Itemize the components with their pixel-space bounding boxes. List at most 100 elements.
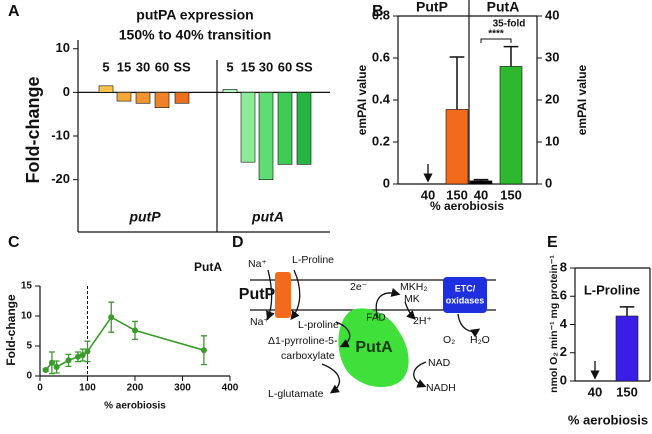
diagram-label: L-glutamate bbox=[268, 388, 324, 400]
y-tick-label: 4 bbox=[560, 316, 568, 331]
bar bbox=[445, 109, 469, 185]
diagram-label: PutP bbox=[239, 286, 276, 303]
diagram-label: MK bbox=[404, 293, 420, 305]
y-tick-label: 20 bbox=[545, 91, 559, 106]
diagram-label: oxidases bbox=[446, 295, 485, 305]
annotation: **** bbox=[488, 29, 504, 40]
bar bbox=[116, 92, 132, 102]
point bbox=[132, 327, 138, 334]
y-axis-label: nmol O₂ min⁻¹ mg protein⁻¹ bbox=[548, 255, 560, 393]
error-bar bbox=[473, 178, 489, 181]
bar bbox=[222, 89, 238, 93]
diagram-label: H₂O bbox=[470, 334, 490, 346]
group-label: putP bbox=[128, 209, 161, 225]
putp-transporter bbox=[275, 272, 291, 318]
diagram-label: L-proline bbox=[298, 319, 339, 331]
y-tick-label: -10 bbox=[51, 127, 70, 142]
y-tick-label: 0.2 bbox=[372, 133, 390, 148]
chart-subtitle: 150% to 40% transition bbox=[119, 27, 272, 43]
chart-title: PutA bbox=[194, 260, 222, 274]
y-tick-label: 10 bbox=[21, 311, 33, 322]
point bbox=[42, 367, 49, 373]
point bbox=[200, 347, 207, 354]
y-tick-label: 0 bbox=[63, 84, 70, 99]
arrows bbox=[266, 269, 481, 394]
diagram-label: NAD bbox=[428, 357, 451, 369]
x-tick-label: 5 bbox=[226, 59, 233, 74]
x-tick-label: 0 bbox=[37, 383, 43, 394]
bar bbox=[258, 92, 274, 180]
bar bbox=[469, 180, 493, 185]
point bbox=[108, 314, 115, 321]
error-bar bbox=[503, 45, 519, 67]
y-tick-label: -20 bbox=[51, 171, 70, 186]
y-tick-label: 30 bbox=[545, 49, 559, 64]
bracket bbox=[480, 38, 512, 43]
panel-letter: D bbox=[232, 234, 244, 251]
x-tick-label: 150 bbox=[446, 187, 468, 202]
diagram-label: 2e⁻ bbox=[350, 281, 368, 293]
y-axis-label: Fold-change bbox=[23, 77, 43, 184]
x-tick-label: 30 bbox=[259, 59, 273, 74]
y-tick-label: 6 bbox=[560, 288, 567, 303]
x-tick-label: SS bbox=[173, 59, 191, 74]
x-axis-label: % aerobiosis bbox=[104, 401, 166, 412]
x-tick-label: 200 bbox=[127, 383, 144, 394]
etc-box bbox=[443, 277, 487, 313]
diagram-label: O₂ bbox=[443, 334, 455, 346]
diagram-label: ETC/ bbox=[455, 283, 476, 293]
chart-title: putPA expression bbox=[136, 7, 253, 23]
x-tick-label: 40 bbox=[588, 384, 602, 399]
y-axis-label: emPAI value bbox=[355, 64, 369, 135]
y-tick-label: 15 bbox=[21, 281, 33, 292]
y-tick-label: 10 bbox=[545, 133, 559, 148]
y-tick-label: 0 bbox=[560, 372, 567, 387]
x-tick-label: 150 bbox=[500, 187, 522, 202]
group-label: PutA bbox=[487, 0, 520, 15]
panel-letter: A bbox=[8, 3, 20, 20]
bar bbox=[277, 92, 293, 165]
error-bar bbox=[449, 56, 465, 110]
y-tick-label: 5 bbox=[26, 341, 32, 352]
x-tick-label: 400 bbox=[222, 383, 239, 394]
diagram-label: MKH₂ bbox=[400, 281, 427, 293]
x-tick-label: 40 bbox=[474, 187, 488, 202]
bar bbox=[499, 66, 523, 185]
point bbox=[79, 352, 86, 358]
x-tick-label: 40 bbox=[421, 187, 435, 202]
x-tick-label: 300 bbox=[174, 383, 191, 394]
group-label: PutP bbox=[416, 0, 448, 15]
point bbox=[53, 364, 60, 370]
diagram-label: Na⁺ bbox=[250, 316, 269, 328]
x-axis-label: % aerobiosis bbox=[430, 199, 504, 213]
bar bbox=[240, 92, 256, 163]
x-tick-label: 30 bbox=[136, 59, 150, 74]
x-tick-label: 5 bbox=[102, 59, 109, 74]
x-tick-label: 100 bbox=[79, 383, 96, 394]
y-tick-label: 0 bbox=[383, 175, 390, 190]
group-label: putA bbox=[251, 209, 284, 225]
bar bbox=[98, 85, 114, 93]
diagram-label: 2H⁺ bbox=[413, 315, 432, 327]
diagram-label: carboxylate bbox=[281, 350, 335, 362]
diagram-label: L-Proline bbox=[292, 254, 334, 266]
panel-letter: B bbox=[372, 3, 384, 20]
bar bbox=[135, 92, 151, 104]
panel-letter: C bbox=[8, 234, 20, 251]
point bbox=[48, 359, 55, 366]
y-tick-label: 2 bbox=[560, 344, 567, 359]
diagram-label: FAD bbox=[366, 313, 385, 324]
error-bar bbox=[619, 306, 635, 317]
point bbox=[65, 357, 72, 364]
diagram-label: PutA bbox=[355, 339, 393, 356]
y-tick-label: 8 bbox=[560, 259, 567, 274]
x-axis-label: % aerobiosis bbox=[568, 412, 648, 427]
bar bbox=[154, 92, 170, 108]
puta-enzyme bbox=[338, 308, 409, 388]
bar bbox=[296, 92, 312, 165]
x-tick-label: 15 bbox=[241, 59, 255, 74]
diagram-label: NADH bbox=[426, 382, 456, 394]
panel-letter: E bbox=[547, 234, 558, 251]
x-tick-label: 60 bbox=[155, 59, 169, 74]
bar bbox=[615, 315, 639, 382]
